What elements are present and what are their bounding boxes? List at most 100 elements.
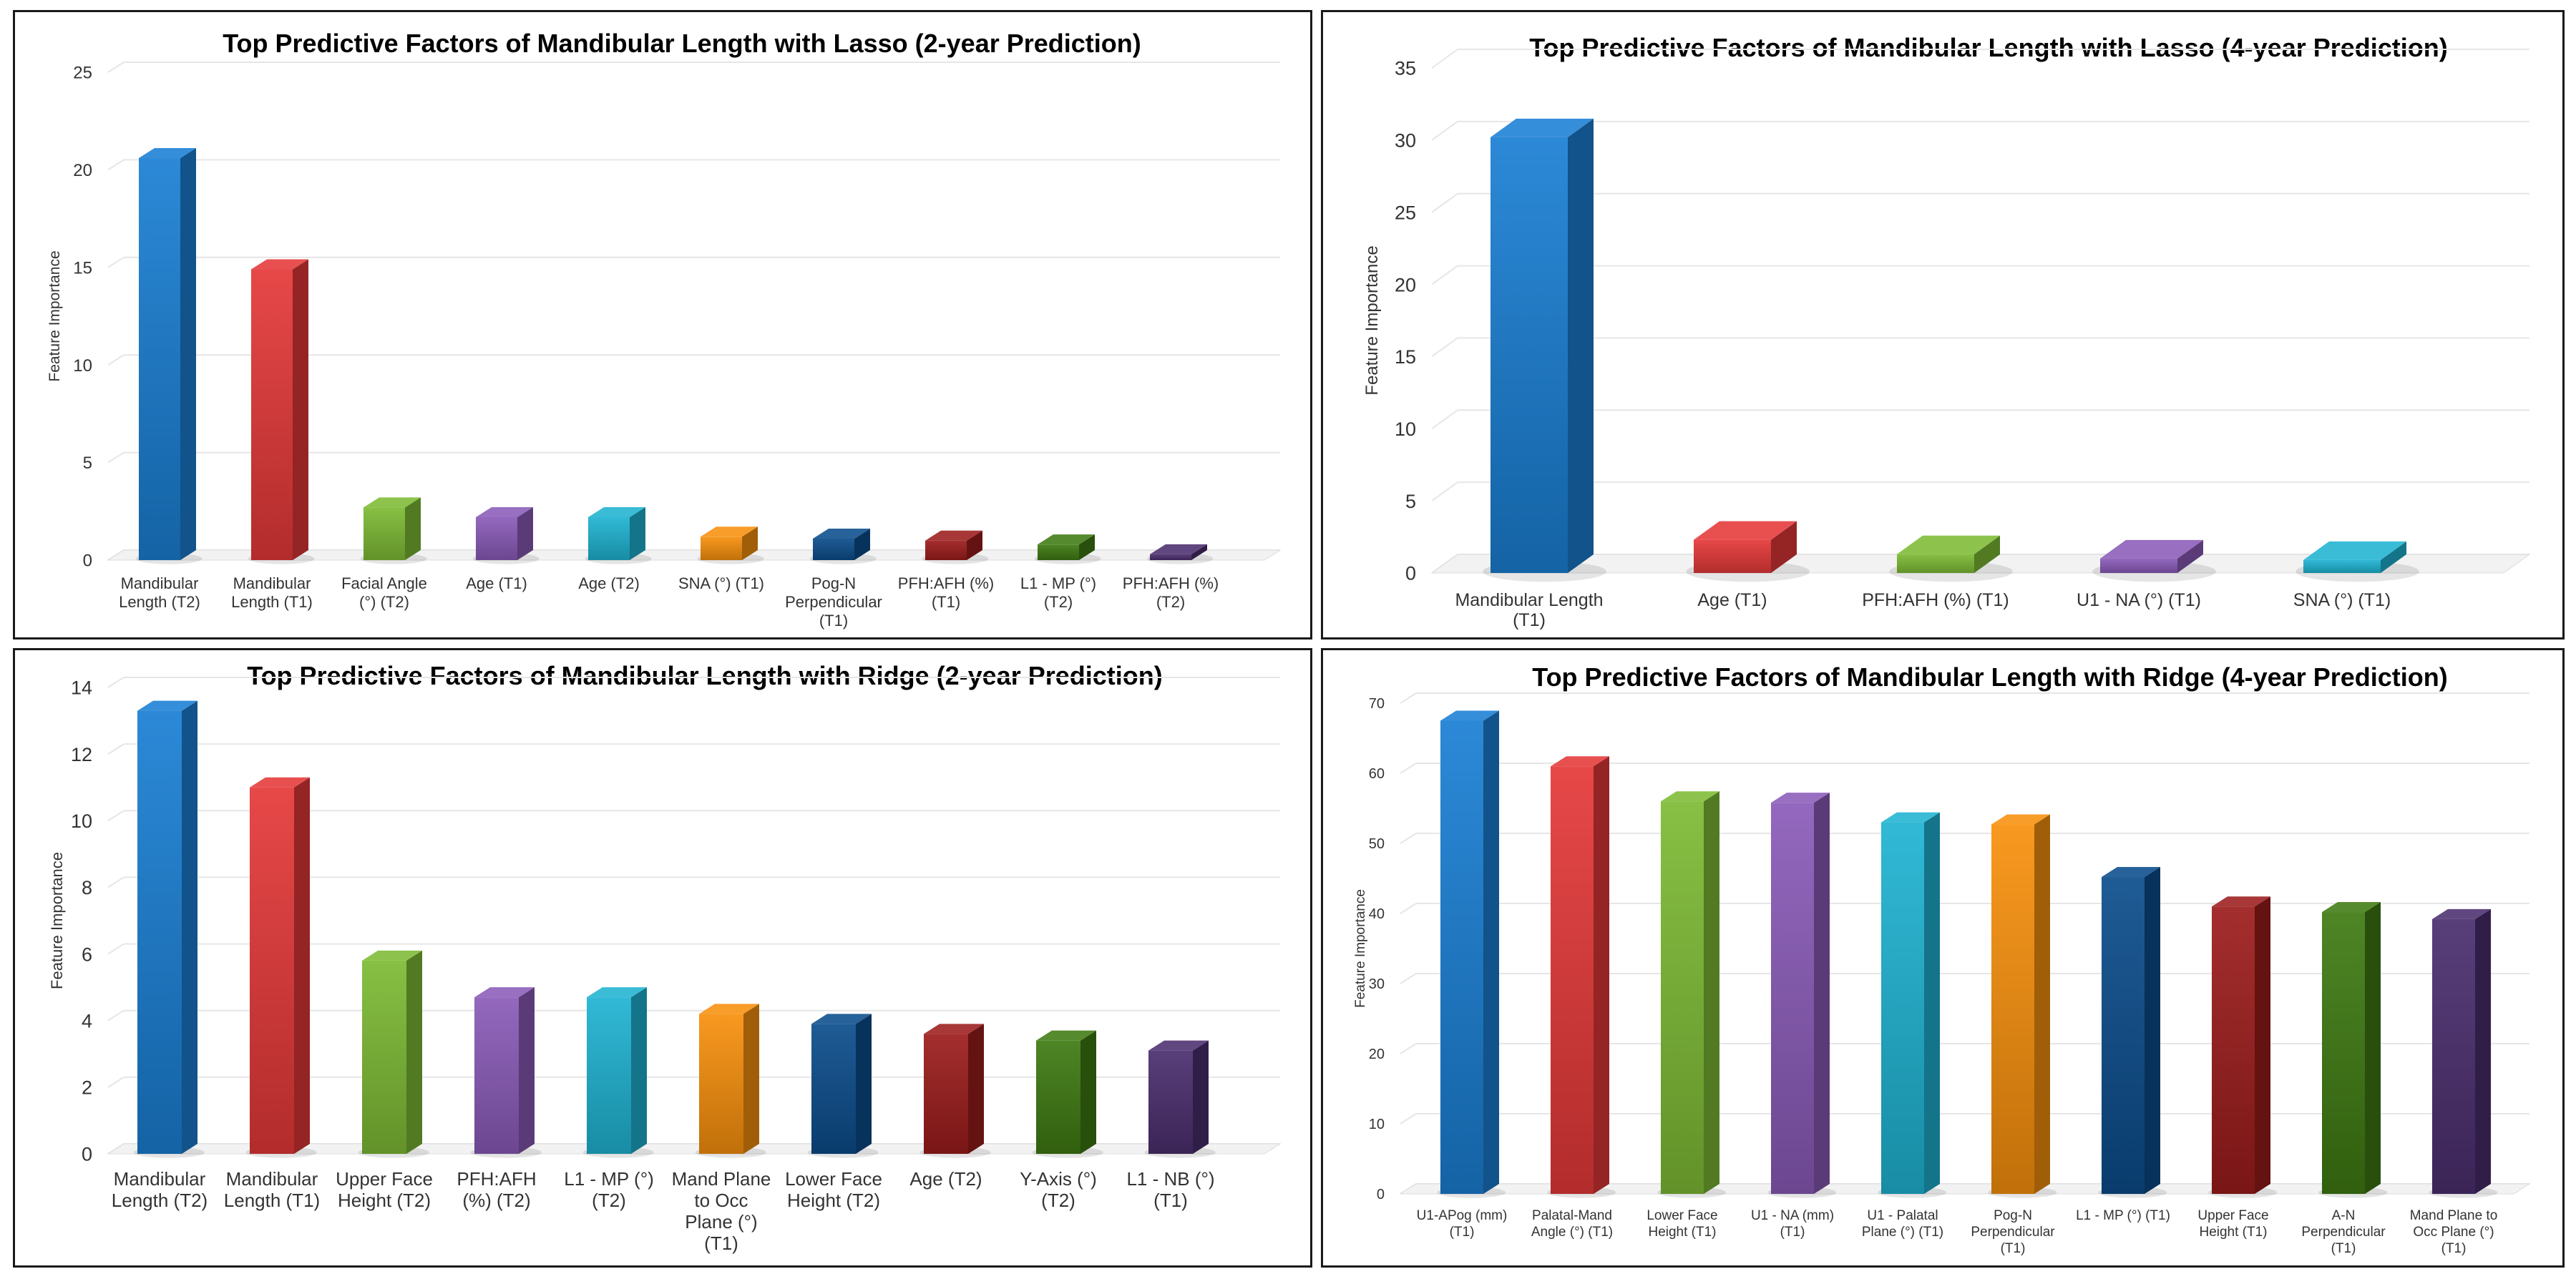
bar-side bbox=[2365, 902, 2381, 1194]
bar-front bbox=[2100, 558, 2177, 573]
bar bbox=[1547, 756, 1616, 1198]
gridline-depth bbox=[1431, 49, 1458, 69]
bar-front bbox=[2322, 912, 2365, 1194]
bar-side bbox=[1704, 791, 1719, 1194]
y-tick-label: 20 bbox=[1395, 274, 1416, 295]
bar-front bbox=[813, 538, 854, 560]
bar-front bbox=[925, 540, 967, 560]
bar-side bbox=[856, 1014, 872, 1154]
bar-front bbox=[362, 960, 406, 1154]
y-tick-label: 10 bbox=[71, 810, 92, 832]
gridline-depth bbox=[1400, 903, 1417, 914]
bar-top bbox=[924, 1024, 984, 1034]
gridline-depth bbox=[1400, 973, 1417, 984]
bar-front bbox=[1038, 544, 1079, 560]
bar-side bbox=[2177, 539, 2203, 573]
x-tick-label: L1 - NB (°) (T1) bbox=[1126, 1168, 1214, 1211]
y-tick-label: 60 bbox=[1369, 766, 1385, 782]
x-tick-label: Mandibular Length (T1) bbox=[224, 1168, 320, 1211]
bar-front bbox=[1148, 1050, 1193, 1154]
bar-front bbox=[2212, 906, 2255, 1194]
bar-side bbox=[854, 528, 870, 560]
gridline-depth bbox=[1431, 265, 1458, 285]
x-tick-label: Age (T2) bbox=[578, 574, 640, 592]
bar-front bbox=[924, 1034, 968, 1154]
bar-side bbox=[182, 700, 197, 1154]
y-tick-label: 14 bbox=[71, 677, 92, 699]
x-tick-label: A-N Perpendicular (T1) bbox=[2301, 1208, 2386, 1256]
bar-side bbox=[2475, 908, 2491, 1194]
x-tick-label: Y-Axis (°) (T2) bbox=[1020, 1168, 1097, 1211]
bar-top bbox=[137, 700, 197, 711]
bar-side bbox=[742, 526, 758, 560]
gridline-depth bbox=[1431, 409, 1458, 430]
bar-top bbox=[588, 506, 645, 517]
gridline-depth bbox=[107, 876, 125, 888]
x-tick-label: Age (T1) bbox=[1697, 590, 1767, 610]
bar-side bbox=[1079, 534, 1095, 560]
bar-top bbox=[1991, 814, 2050, 825]
y-tick-label: 4 bbox=[82, 1010, 92, 1032]
x-tick-label: PFH:AFH (%) (T2) bbox=[1123, 574, 1219, 611]
bar-side bbox=[968, 1024, 984, 1154]
x-tick-label: Pog-N Perpendicular (T1) bbox=[785, 574, 882, 629]
bar-top bbox=[925, 530, 982, 541]
chart-title: Top Predictive Factors of Mandibular Len… bbox=[247, 661, 1162, 690]
gridline-depth bbox=[1400, 833, 1417, 844]
y-tick-label: 20 bbox=[73, 161, 92, 180]
bar-front bbox=[1881, 822, 1924, 1194]
bar-front bbox=[811, 1024, 856, 1154]
bar-side bbox=[405, 497, 421, 560]
bar-side bbox=[630, 506, 645, 560]
bar bbox=[1889, 535, 2013, 582]
bar-top bbox=[1694, 521, 1797, 540]
x-tick-label: PFH:AFH (%) (T1) bbox=[1862, 590, 2009, 610]
bar-side bbox=[631, 987, 647, 1154]
bar-side bbox=[1193, 1040, 1209, 1154]
bar-top bbox=[1771, 793, 1830, 803]
bar-front bbox=[474, 997, 519, 1154]
y-tick-label: 10 bbox=[1395, 418, 1416, 440]
x-tick-label: L1 - MP (°) (T1) bbox=[2076, 1208, 2170, 1223]
bar-side bbox=[1771, 521, 1797, 573]
gridline-depth bbox=[1400, 692, 1417, 704]
y-tick-label: 5 bbox=[1405, 491, 1416, 512]
x-tick-label: PFH:AFH (%) (T1) bbox=[898, 574, 994, 611]
x-tick-label: PFH:AFH (%) (T2) bbox=[457, 1168, 536, 1211]
bar-side bbox=[293, 259, 308, 560]
chart-lasso-2yr: Top Predictive Factors of Mandibular Len… bbox=[47, 29, 1282, 629]
bar-top bbox=[1038, 534, 1095, 545]
bar-front bbox=[1150, 554, 1191, 560]
bar-side bbox=[1974, 535, 2000, 573]
bar-front bbox=[1440, 720, 1483, 1194]
bar bbox=[472, 506, 540, 564]
gridline-depth bbox=[107, 1077, 125, 1088]
bar-top bbox=[251, 259, 308, 270]
x-tick-label: Mandibular Length (T2) bbox=[119, 574, 200, 611]
bar bbox=[1146, 544, 1214, 564]
bar bbox=[1686, 521, 1810, 582]
bar bbox=[1878, 812, 1947, 1198]
gridline-depth bbox=[107, 743, 125, 755]
bar bbox=[1657, 791, 1727, 1198]
bar-front bbox=[1661, 801, 1704, 1194]
y-tick-label: 0 bbox=[1405, 563, 1416, 584]
bar bbox=[1032, 1030, 1103, 1158]
y-tick-label: 50 bbox=[1369, 836, 1385, 852]
chart-title: Top Predictive Factors of Mandibular Len… bbox=[1532, 662, 2447, 692]
x-tick-label: U1 - NA (°) (T1) bbox=[2077, 590, 2201, 610]
bar-front bbox=[1991, 824, 2034, 1194]
bar-side bbox=[2034, 814, 2050, 1194]
gridline-depth bbox=[107, 256, 125, 268]
bar-front bbox=[1694, 539, 1771, 573]
bar-top bbox=[1150, 544, 1207, 554]
bar bbox=[133, 700, 205, 1158]
gridline-depth bbox=[1431, 121, 1458, 141]
bar-top bbox=[1036, 1030, 1096, 1041]
y-tick-label: 35 bbox=[1395, 58, 1416, 79]
x-tick-label: U1 - Palatal Plane (°) (T1) bbox=[1862, 1208, 1943, 1240]
x-tick-label: L1 - MP (°) (T2) bbox=[1020, 574, 1096, 611]
chart-panel-lasso-4yr: Top Predictive Factors of Mandibular Len… bbox=[1321, 10, 2565, 640]
bar-top bbox=[2212, 896, 2270, 907]
gridline-depth bbox=[1400, 1043, 1417, 1054]
